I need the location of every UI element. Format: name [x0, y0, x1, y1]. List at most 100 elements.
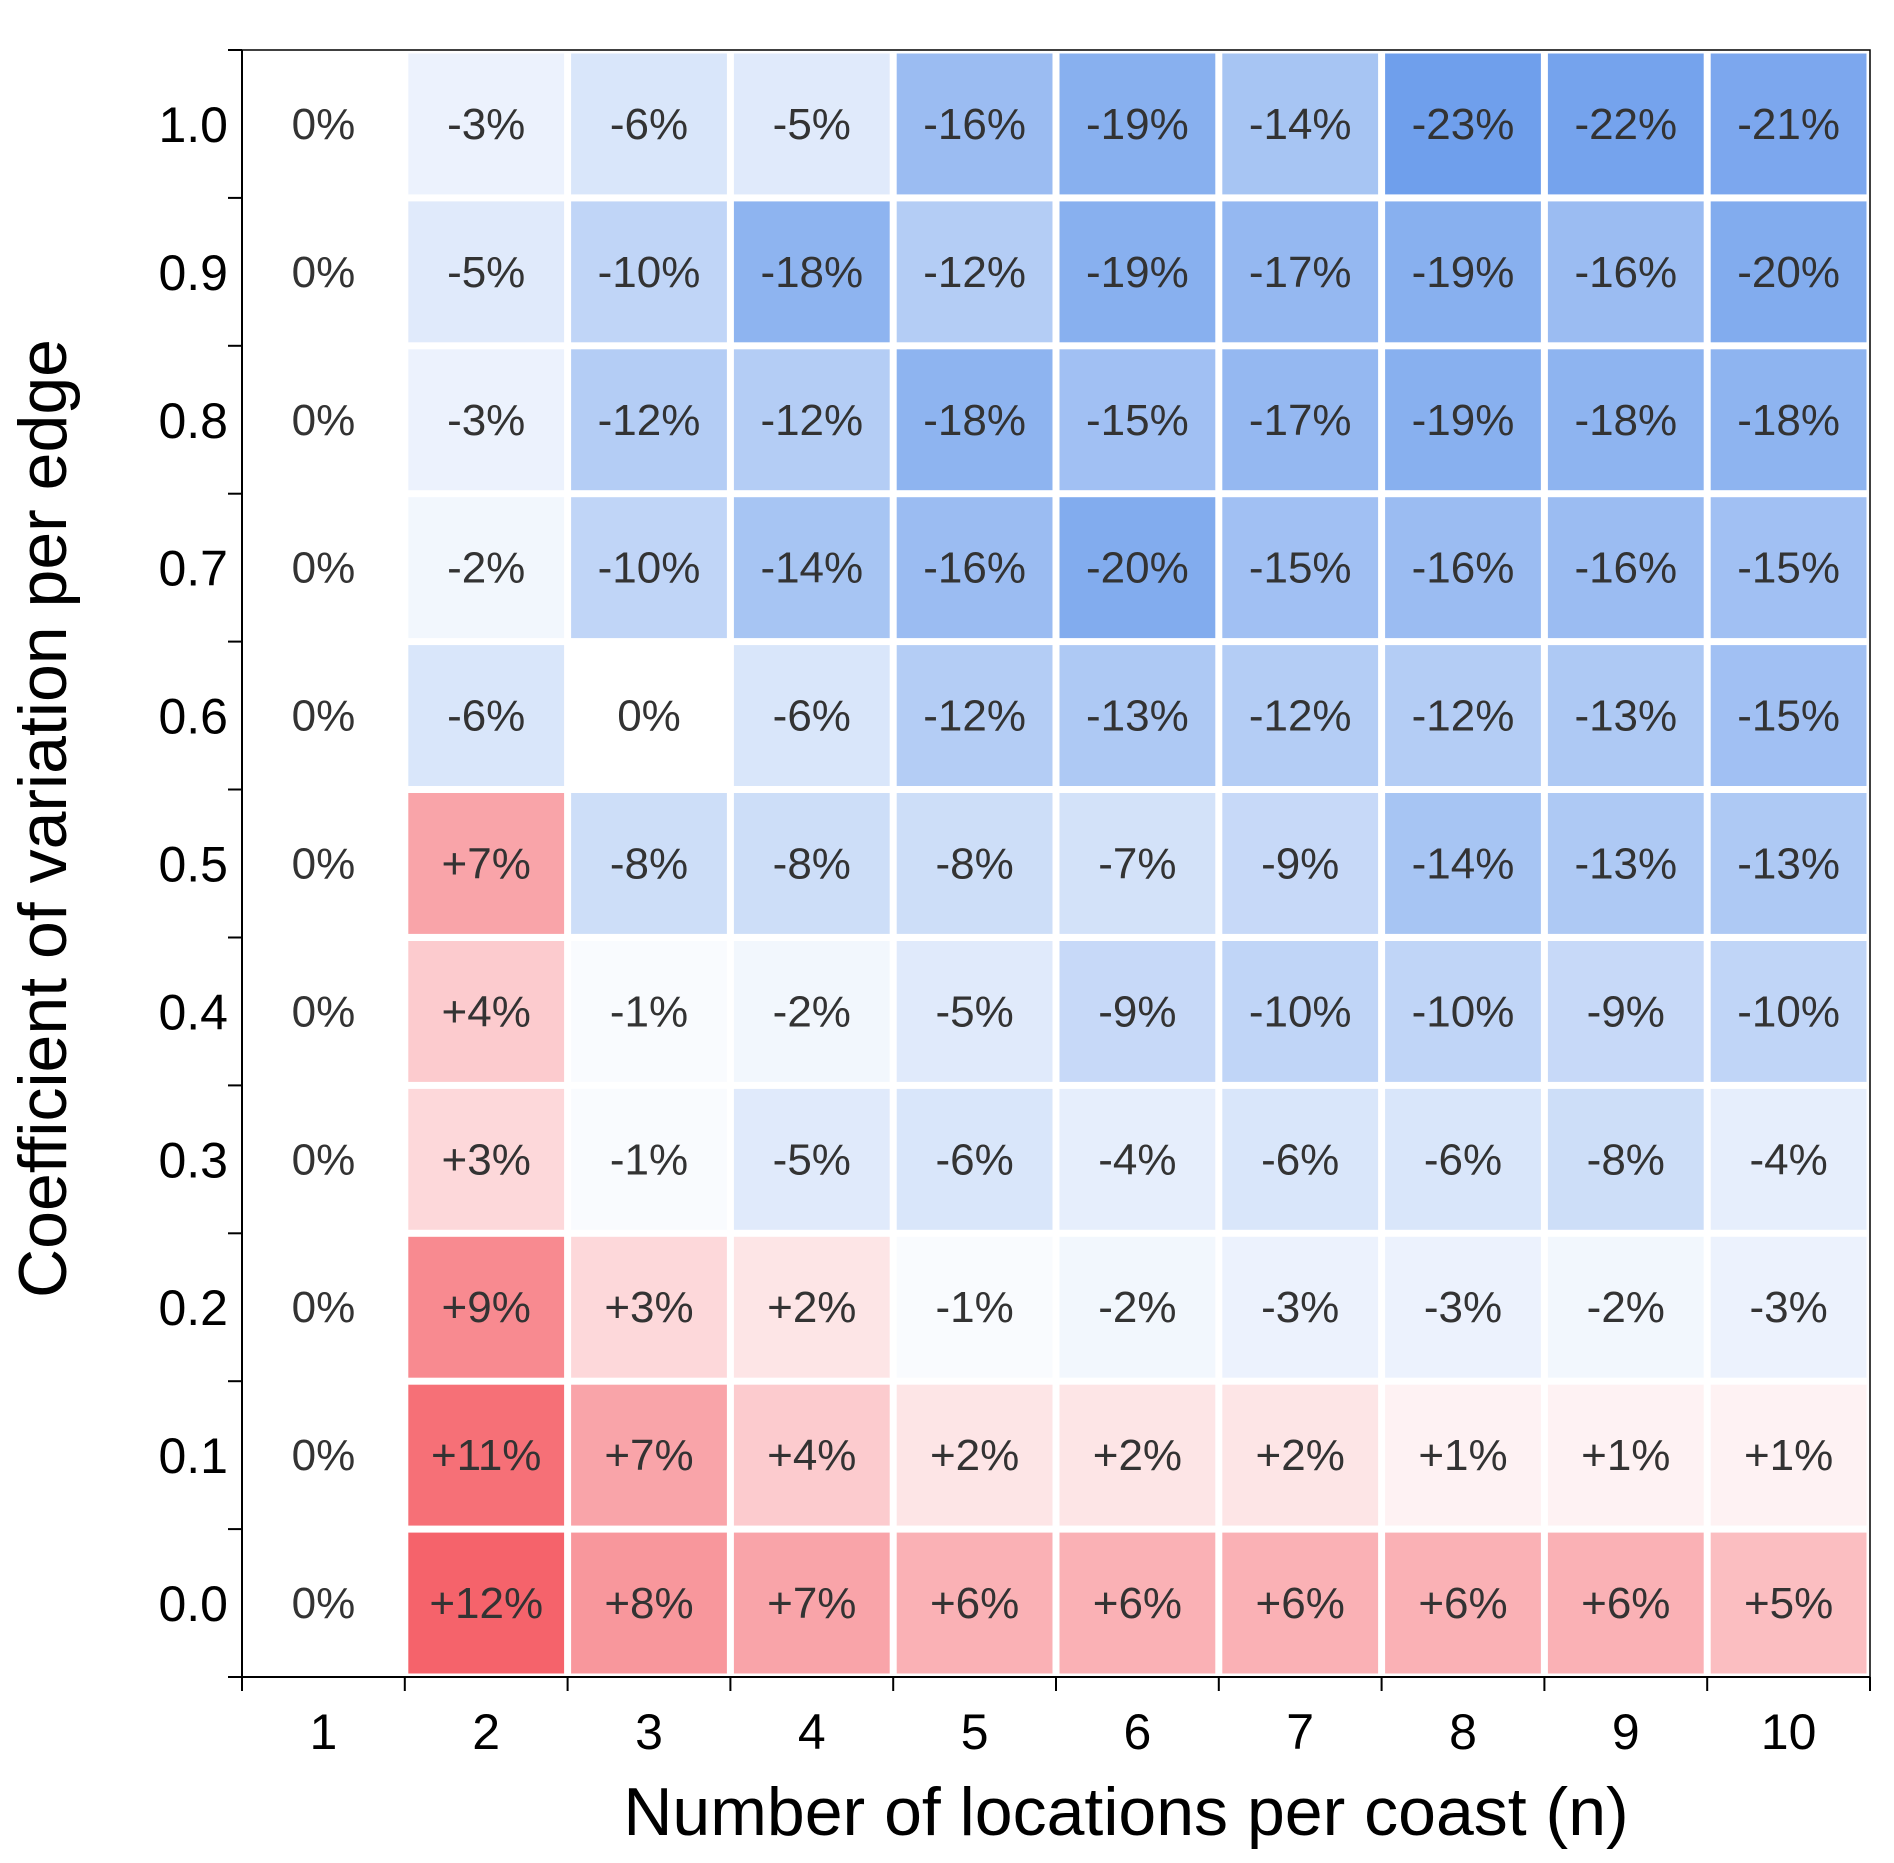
heatmap-cell: [408, 645, 565, 786]
cell-value-label: +3%: [604, 1283, 693, 1332]
cell-value-label: -3%: [1424, 1283, 1502, 1332]
cell-value-label: 0%: [292, 544, 356, 593]
heatmap-cell: [1222, 201, 1379, 343]
heatmap-cell: [1547, 53, 1704, 195]
x-axis-label: Number of locations per coast (n): [623, 1774, 1628, 1850]
cell-value-label: +11%: [431, 1431, 542, 1480]
cell-value-label: -12%: [760, 396, 863, 445]
heatmap-cell: [408, 793, 565, 934]
heatmap-cell: [896, 1532, 1053, 1674]
heatmap-cell: [1222, 793, 1379, 934]
heatmap-cell: [1059, 497, 1216, 639]
cell-value-label: -21%: [1737, 100, 1840, 149]
heatmap-cell: [896, 1236, 1053, 1378]
heatmap-cell: [733, 1088, 890, 1230]
cell-value-label: 0%: [292, 987, 356, 1036]
cell-value-label: -2%: [1098, 1283, 1176, 1332]
heatmap-cell: [1385, 497, 1541, 639]
cell-value-label: +12%: [429, 1579, 543, 1628]
y-tick-label: 0.6: [158, 689, 228, 745]
heatmap-cell: [1547, 793, 1704, 934]
heatmap-cell: [1059, 349, 1216, 491]
heatmap-cell: [1385, 53, 1541, 195]
cell-value-label: -15%: [1086, 396, 1189, 445]
heatmap-cell: [733, 497, 890, 639]
heatmap-cell: [1547, 1088, 1704, 1230]
heatmap-cell: [571, 53, 727, 195]
heatmap-cell: [408, 1384, 565, 1526]
cell-value-label: +2%: [1093, 1431, 1182, 1480]
cell-value-label: -17%: [1249, 396, 1352, 445]
heatmap-cell: [1059, 1384, 1216, 1526]
heatmap-cell: [896, 201, 1053, 343]
cell-value-label: -3%: [1261, 1283, 1339, 1332]
cell-value-label: +6%: [930, 1579, 1019, 1628]
heatmap-cell: [733, 645, 890, 786]
cell-value-label: -14%: [1412, 840, 1515, 889]
cell-value-label: -13%: [1574, 840, 1677, 889]
x-tick-label: 1: [309, 1704, 337, 1760]
y-tick-label: 0.0: [158, 1576, 228, 1632]
heatmap-cell: [896, 941, 1053, 1082]
cell-value-label: -14%: [1249, 100, 1352, 149]
heatmap-cell: [408, 201, 565, 343]
cell-value-label: -13%: [1574, 692, 1677, 741]
cell-value-label: +1%: [1744, 1431, 1833, 1480]
cell-value-label: -14%: [760, 544, 863, 593]
heatmap-cell: [1222, 53, 1379, 195]
cell-value-label: -16%: [1574, 544, 1677, 593]
cell-value-label: -9%: [1261, 840, 1339, 889]
cell-value-label: -15%: [1737, 692, 1840, 741]
cell-value-label: 0%: [292, 1283, 356, 1332]
heatmap-cell: [1710, 1088, 1867, 1230]
cell-value-label: -2%: [773, 987, 851, 1036]
heatmap-cell: [1385, 941, 1541, 1082]
cell-value-label: +2%: [1256, 1431, 1345, 1480]
y-tick-label: 0.5: [158, 837, 228, 893]
cell-value-label: +5%: [1744, 1579, 1833, 1628]
heatmap-cell: [1385, 1088, 1541, 1230]
heatmap-cell: [408, 1088, 565, 1230]
heatmap-cell: [896, 53, 1053, 195]
cell-value-label: -16%: [1574, 248, 1677, 297]
cell-value-label: +2%: [930, 1431, 1019, 1480]
cell-value-label: 0%: [292, 1579, 356, 1628]
cell-value-label: +1%: [1418, 1431, 1507, 1480]
cell-value-label: -5%: [773, 100, 851, 149]
cell-value-label: 0%: [617, 692, 681, 741]
cell-value-label: -13%: [1086, 692, 1189, 741]
heatmap-cell: [896, 645, 1053, 786]
x-tick-label: 3: [635, 1704, 663, 1760]
cell-value-label: +7%: [604, 1431, 693, 1480]
cell-value-label: -1%: [610, 987, 688, 1036]
x-tick-label: 6: [1123, 1704, 1151, 1760]
heatmap-cell: [1222, 349, 1379, 491]
cell-value-label: +4%: [442, 987, 531, 1036]
cell-value-label: -12%: [1249, 692, 1352, 741]
cell-value-label: 0%: [292, 396, 356, 445]
heatmap-cell: [896, 793, 1053, 934]
cell-value-label: -17%: [1249, 248, 1352, 297]
cell-value-label: -19%: [1412, 248, 1515, 297]
heatmap-cell: [1710, 645, 1867, 786]
heatmap-cell: [1222, 497, 1379, 639]
cell-value-label: -8%: [1587, 1135, 1665, 1184]
heatmap-cell: [1059, 793, 1216, 934]
heatmap-cell: [571, 1384, 727, 1526]
heatmap-cell: [1710, 53, 1867, 195]
heatmap-cell: [733, 1236, 890, 1378]
heatmap-cell: [1547, 1532, 1704, 1674]
x-axis-ticks: 1 2 3 4 5 6 7 8 9 10: [241, 1677, 1871, 1760]
heatmap-cell: [1385, 645, 1541, 786]
cell-value-label: +7%: [442, 840, 531, 889]
heatmap-cell: [1059, 941, 1216, 1082]
x-tick-label: 10: [1761, 1704, 1817, 1760]
heatmap-cell: [1385, 793, 1541, 934]
heatmap-cell: [1222, 645, 1379, 786]
heatmap-cell: [245, 201, 402, 343]
heatmap-cell: [245, 1236, 402, 1378]
heatmap-cell: [1710, 1384, 1867, 1526]
x-tick-label: 5: [961, 1704, 989, 1760]
cell-value-label: +9%: [442, 1283, 531, 1332]
heatmap-cell: [1547, 497, 1704, 639]
